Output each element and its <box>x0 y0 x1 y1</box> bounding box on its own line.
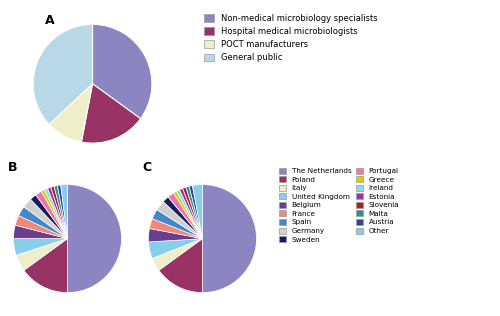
Wedge shape <box>16 239 68 270</box>
Wedge shape <box>18 207 68 239</box>
Wedge shape <box>168 193 202 239</box>
Wedge shape <box>152 239 202 270</box>
Wedge shape <box>159 239 202 293</box>
Wedge shape <box>33 24 92 125</box>
Wedge shape <box>42 190 68 239</box>
Wedge shape <box>189 185 202 239</box>
Wedge shape <box>51 186 68 239</box>
Wedge shape <box>68 185 122 293</box>
Wedge shape <box>54 185 68 239</box>
Text: C: C <box>142 161 152 174</box>
Wedge shape <box>92 24 152 119</box>
Wedge shape <box>15 216 68 239</box>
Wedge shape <box>58 185 68 239</box>
Text: A: A <box>45 14 54 27</box>
Wedge shape <box>150 219 203 239</box>
Wedge shape <box>180 188 203 239</box>
Legend: The Netherlands, Poland, Italy, United Kingdom, Belgium, France, Spain, Germany,: The Netherlands, Poland, Italy, United K… <box>278 168 400 242</box>
Wedge shape <box>202 185 256 293</box>
Wedge shape <box>163 197 202 239</box>
Wedge shape <box>148 239 203 258</box>
Wedge shape <box>36 191 68 239</box>
Wedge shape <box>24 239 68 293</box>
Wedge shape <box>60 185 68 239</box>
Wedge shape <box>157 202 202 239</box>
Wedge shape <box>49 84 92 142</box>
Wedge shape <box>14 225 68 239</box>
Wedge shape <box>82 84 140 143</box>
Text: B: B <box>8 161 17 174</box>
Wedge shape <box>192 185 202 239</box>
Legend: Non-medical microbiology specialists, Hospital medical microbiologists, POCT man: Non-medical microbiology specialists, Ho… <box>204 14 378 62</box>
Wedge shape <box>174 191 203 239</box>
Wedge shape <box>14 239 68 255</box>
Wedge shape <box>24 199 68 239</box>
Wedge shape <box>152 210 202 239</box>
Wedge shape <box>48 187 68 239</box>
Wedge shape <box>30 195 68 239</box>
Wedge shape <box>176 190 203 239</box>
Wedge shape <box>44 188 68 239</box>
Wedge shape <box>182 187 203 239</box>
Wedge shape <box>148 228 203 242</box>
Wedge shape <box>186 186 202 239</box>
